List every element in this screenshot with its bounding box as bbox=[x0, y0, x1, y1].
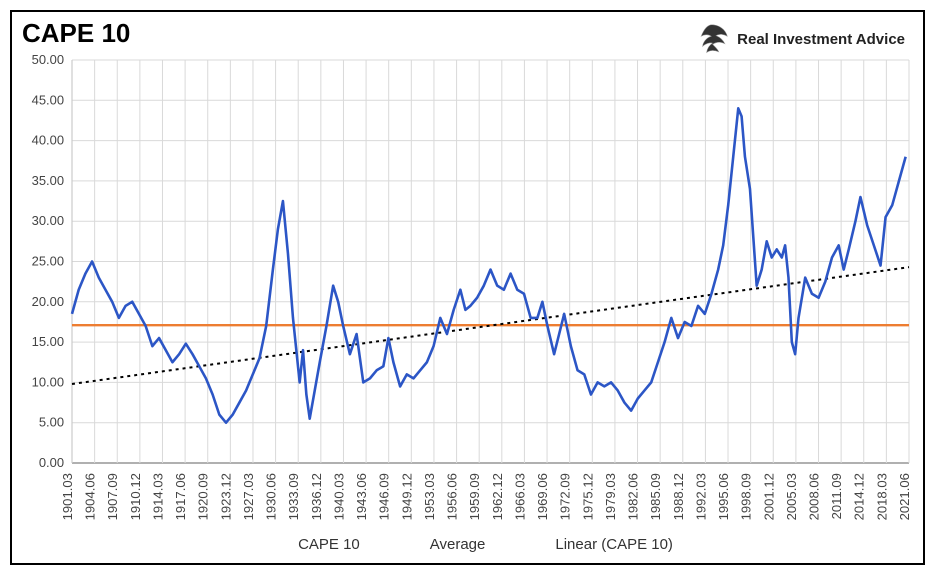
svg-text:40.00: 40.00 bbox=[32, 133, 64, 148]
svg-text:1927.03: 1927.03 bbox=[241, 473, 256, 520]
svg-text:2021.06: 2021.06 bbox=[897, 473, 912, 520]
svg-text:1949.12: 1949.12 bbox=[399, 473, 414, 520]
svg-text:1907.09: 1907.09 bbox=[105, 473, 120, 520]
eagle-icon bbox=[695, 22, 729, 56]
svg-text:25.00: 25.00 bbox=[32, 253, 64, 268]
chart-title: CAPE 10 bbox=[22, 18, 130, 49]
svg-text:20.00: 20.00 bbox=[32, 294, 64, 309]
svg-text:2014.12: 2014.12 bbox=[852, 473, 867, 520]
svg-text:1995.06: 1995.06 bbox=[716, 473, 731, 520]
svg-text:1956.06: 1956.06 bbox=[445, 473, 460, 520]
svg-text:5.00: 5.00 bbox=[39, 415, 64, 430]
svg-text:1946.09: 1946.09 bbox=[377, 473, 392, 520]
svg-text:1914.03: 1914.03 bbox=[151, 473, 166, 520]
brand-text: Real Investment Advice bbox=[737, 31, 905, 48]
legend-label: CAPE 10 bbox=[298, 536, 360, 553]
svg-text:1988.12: 1988.12 bbox=[671, 473, 686, 520]
svg-text:1923.12: 1923.12 bbox=[218, 473, 233, 520]
svg-text:1982.06: 1982.06 bbox=[626, 473, 641, 520]
legend-label: Linear (CAPE 10) bbox=[555, 536, 673, 553]
svg-text:1992.03: 1992.03 bbox=[693, 473, 708, 520]
plot-svg: 0.005.0010.0015.0020.0025.0030.0035.0040… bbox=[72, 60, 909, 463]
svg-text:1998.09: 1998.09 bbox=[739, 473, 754, 520]
brand-block: Real Investment Advice bbox=[695, 22, 905, 56]
legend-item: Linear (CAPE 10) bbox=[519, 536, 673, 553]
chart-container: CAPE 10 Real Investment Advice 0.005.001… bbox=[10, 10, 925, 565]
svg-text:1904.06: 1904.06 bbox=[83, 473, 98, 520]
svg-text:2008.06: 2008.06 bbox=[807, 473, 822, 520]
svg-text:1979.03: 1979.03 bbox=[603, 473, 618, 520]
legend: CAPE 10 Average Linear (CAPE 10) bbox=[12, 536, 923, 553]
svg-text:30.00: 30.00 bbox=[32, 213, 64, 228]
svg-text:1969.06: 1969.06 bbox=[535, 473, 550, 520]
svg-text:1930.06: 1930.06 bbox=[264, 473, 279, 520]
svg-text:2018.03: 2018.03 bbox=[874, 473, 889, 520]
legend-item: CAPE 10 bbox=[262, 536, 360, 553]
svg-text:2001.12: 2001.12 bbox=[761, 473, 776, 520]
svg-text:1920.09: 1920.09 bbox=[196, 473, 211, 520]
svg-text:0.00: 0.00 bbox=[39, 455, 64, 470]
svg-text:1985.09: 1985.09 bbox=[648, 473, 663, 520]
svg-text:15.00: 15.00 bbox=[32, 334, 64, 349]
svg-text:1972.09: 1972.09 bbox=[558, 473, 573, 520]
legend-label: Average bbox=[430, 536, 486, 553]
svg-text:1943.06: 1943.06 bbox=[354, 473, 369, 520]
plot-area: 0.005.0010.0015.0020.0025.0030.0035.0040… bbox=[72, 60, 909, 463]
legend-item: Average bbox=[394, 536, 486, 553]
svg-text:1975.12: 1975.12 bbox=[580, 473, 595, 520]
svg-text:50.00: 50.00 bbox=[32, 52, 64, 67]
svg-text:1959.09: 1959.09 bbox=[467, 473, 482, 520]
svg-text:1910.12: 1910.12 bbox=[128, 473, 143, 520]
svg-text:10.00: 10.00 bbox=[32, 374, 64, 389]
svg-text:1933.09: 1933.09 bbox=[286, 473, 301, 520]
svg-text:1936.12: 1936.12 bbox=[309, 473, 324, 520]
svg-text:1901.03: 1901.03 bbox=[60, 473, 75, 520]
svg-text:45.00: 45.00 bbox=[32, 92, 64, 107]
svg-text:2011.09: 2011.09 bbox=[829, 473, 844, 519]
svg-text:1962.12: 1962.12 bbox=[490, 473, 505, 520]
svg-text:1917.06: 1917.06 bbox=[173, 473, 188, 520]
svg-text:1953.03: 1953.03 bbox=[422, 473, 437, 520]
svg-text:35.00: 35.00 bbox=[32, 173, 64, 188]
svg-text:2005.03: 2005.03 bbox=[784, 473, 799, 520]
svg-text:1940.03: 1940.03 bbox=[332, 473, 347, 520]
svg-text:1966.03: 1966.03 bbox=[512, 473, 527, 520]
